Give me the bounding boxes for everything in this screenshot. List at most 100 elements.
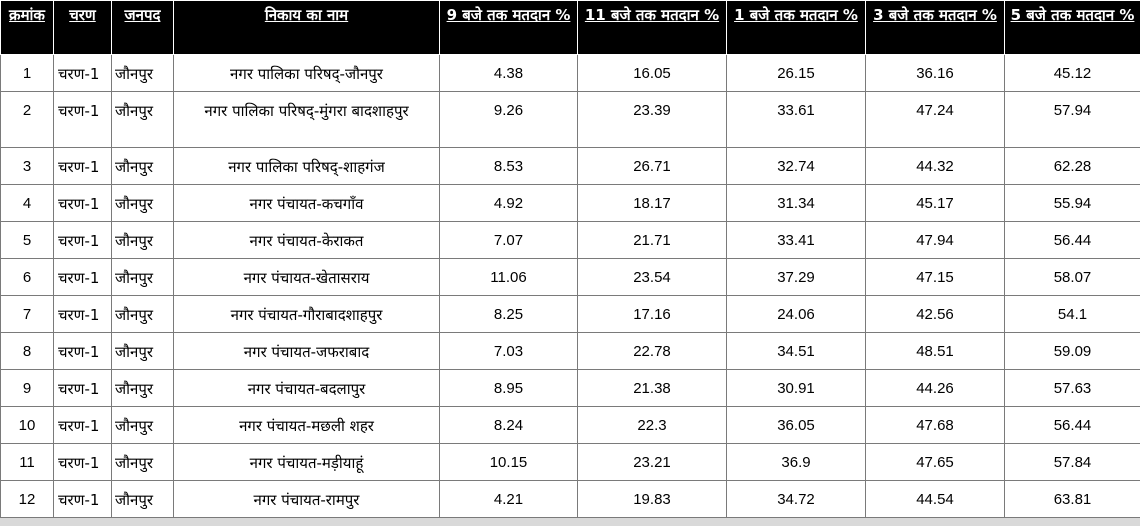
phase-cell: चरण-1 [53, 221, 112, 259]
turnout-11am-cell: 22.3 [577, 406, 727, 444]
serial-cell: 8 [0, 332, 54, 370]
turnout-9am-cell: 10.15 [439, 443, 578, 481]
header-body-name: निकाय का नाम [173, 0, 440, 55]
turnout-3pm-cell: 47.24 [865, 91, 1005, 148]
body-name-cell: नगर पंचायत-गौराबादशाहपुर [173, 295, 440, 333]
header-5pm-turnout: 5 बजे तक मतदान % [1004, 0, 1140, 55]
turnout-1pm-cell: 37.29 [726, 258, 866, 296]
turnout-5pm-cell: 63.81 [1004, 480, 1140, 518]
table-header-row: क्रमांक चरण जनपद निकाय का नाम 9 बजे तक म… [0, 0, 1140, 55]
turnout-9am-cell: 4.92 [439, 184, 578, 222]
turnout-1pm-cell: 33.41 [726, 221, 866, 259]
district-cell: जौनपुर [111, 443, 174, 481]
turnout-9am-cell: 7.03 [439, 332, 578, 370]
turnout-1pm-cell: 34.51 [726, 332, 866, 370]
body-name-cell: नगर पंचायत-जफराबाद [173, 332, 440, 370]
turnout-11am-cell: 22.78 [577, 332, 727, 370]
phase-cell: चरण-1 [53, 332, 112, 370]
table-row: 6 चरण-1 जौनपुर नगर पंचायत-खेतासराय 11.06… [0, 258, 1140, 296]
turnout-9am-cell: 8.25 [439, 295, 578, 333]
turnout-11am-cell: 21.38 [577, 369, 727, 407]
turnout-11am-cell: 23.39 [577, 91, 727, 148]
table-row: 7 चरण-1 जौनपुर नगर पंचायत-गौराबादशाहपुर … [0, 295, 1140, 333]
turnout-5pm-cell: 55.94 [1004, 184, 1140, 222]
table-row: 4 चरण-1 जौनपुर नगर पंचायत-कचगाँव 4.92 18… [0, 184, 1140, 222]
turnout-11am-cell: 16.05 [577, 54, 727, 92]
turnout-1pm-cell: 30.91 [726, 369, 866, 407]
serial-cell: 4 [0, 184, 54, 222]
header-district: जनपद [111, 0, 174, 55]
body-name-cell: नगर पालिका परिषद्-शाहगंज [173, 147, 440, 185]
serial-cell: 5 [0, 221, 54, 259]
turnout-3pm-cell: 44.32 [865, 147, 1005, 185]
turnout-1pm-cell: 36.9 [726, 443, 866, 481]
body-name-cell: नगर पंचायत-केराकत [173, 221, 440, 259]
phase-cell: चरण-1 [53, 91, 112, 148]
body-name-cell: नगर पंचायत-कचगाँव [173, 184, 440, 222]
district-cell: जौनपुर [111, 147, 174, 185]
turnout-9am-cell: 8.53 [439, 147, 578, 185]
turnout-11am-cell: 21.71 [577, 221, 727, 259]
body-name-cell: नगर पंचायत-खेतासराय [173, 258, 440, 296]
table-row: 11 चरण-1 जौनपुर नगर पंचायत-मड़ीयाहूं 10.… [0, 443, 1140, 481]
phase-cell: चरण-1 [53, 369, 112, 407]
phase-cell: चरण-1 [53, 480, 112, 518]
header-9am-turnout: 9 बजे तक मतदान % [439, 0, 578, 55]
district-cell: जौनपुर [111, 221, 174, 259]
district-cell: जौनपुर [111, 406, 174, 444]
turnout-1pm-cell: 34.72 [726, 480, 866, 518]
turnout-3pm-cell: 36.16 [865, 54, 1005, 92]
serial-cell: 2 [0, 91, 54, 148]
header-serial: क्रमांक [0, 0, 54, 55]
table-row: 9 चरण-1 जौनपुर नगर पंचायत-बदलापुर 8.95 2… [0, 369, 1140, 407]
table-row: 5 चरण-1 जौनपुर नगर पंचायत-केराकत 7.07 21… [0, 221, 1140, 259]
turnout-5pm-cell: 45.12 [1004, 54, 1140, 92]
turnout-5pm-cell: 56.44 [1004, 221, 1140, 259]
table-row: 1 चरण-1 जौनपुर नगर पालिका परिषद्-जौनपुर … [0, 54, 1140, 92]
district-cell: जौनपुर [111, 258, 174, 296]
turnout-5pm-cell: 59.09 [1004, 332, 1140, 370]
body-name-cell: नगर पालिका परिषद्-मुंगरा बादशाहपुर [173, 91, 440, 148]
turnout-5pm-cell: 57.63 [1004, 369, 1140, 407]
serial-cell: 1 [0, 54, 54, 92]
phase-cell: चरण-1 [53, 147, 112, 185]
turnout-3pm-cell: 44.26 [865, 369, 1005, 407]
turnout-11am-cell: 23.21 [577, 443, 727, 481]
serial-cell: 10 [0, 406, 54, 444]
turnout-5pm-cell: 57.84 [1004, 443, 1140, 481]
district-cell: जौनपुर [111, 91, 174, 148]
turnout-3pm-cell: 48.51 [865, 332, 1005, 370]
phase-cell: चरण-1 [53, 258, 112, 296]
header-phase: चरण [53, 0, 112, 55]
body-name-cell: नगर पंचायत-रामपुर [173, 480, 440, 518]
district-cell: जौनपुर [111, 369, 174, 407]
turnout-9am-cell: 8.24 [439, 406, 578, 444]
turnout-1pm-cell: 26.15 [726, 54, 866, 92]
body-name-cell: नगर पंचायत-बदलापुर [173, 369, 440, 407]
serial-cell: 3 [0, 147, 54, 185]
turnout-1pm-cell: 24.06 [726, 295, 866, 333]
turnout-3pm-cell: 47.15 [865, 258, 1005, 296]
turnout-11am-cell: 26.71 [577, 147, 727, 185]
turnout-1pm-cell: 32.74 [726, 147, 866, 185]
turnout-5pm-cell: 54.1 [1004, 295, 1140, 333]
turnout-9am-cell: 7.07 [439, 221, 578, 259]
header-1pm-turnout: 1 बजे तक मतदान % [726, 0, 866, 55]
turnout-3pm-cell: 45.17 [865, 184, 1005, 222]
table-row: 8 चरण-1 जौनपुर नगर पंचायत-जफराबाद 7.03 2… [0, 332, 1140, 370]
district-cell: जौनपुर [111, 184, 174, 222]
body-name-cell: नगर पंचायत-मड़ीयाहूं [173, 443, 440, 481]
header-3pm-turnout: 3 बजे तक मतदान % [865, 0, 1005, 55]
turnout-5pm-cell: 56.44 [1004, 406, 1140, 444]
turnout-9am-cell: 4.38 [439, 54, 578, 92]
turnout-11am-cell: 23.54 [577, 258, 727, 296]
table-row: 2 चरण-1 जौनपुर नगर पालिका परिषद्-मुंगरा … [0, 91, 1140, 148]
body-name-cell: नगर पंचायत-मछली शहर [173, 406, 440, 444]
body-name-cell: नगर पालिका परिषद्-जौनपुर [173, 54, 440, 92]
turnout-9am-cell: 9.26 [439, 91, 578, 148]
turnout-1pm-cell: 31.34 [726, 184, 866, 222]
table-row: 10 चरण-1 जौनपुर नगर पंचायत-मछली शहर 8.24… [0, 406, 1140, 444]
turnout-9am-cell: 4.21 [439, 480, 578, 518]
turnout-11am-cell: 17.16 [577, 295, 727, 333]
